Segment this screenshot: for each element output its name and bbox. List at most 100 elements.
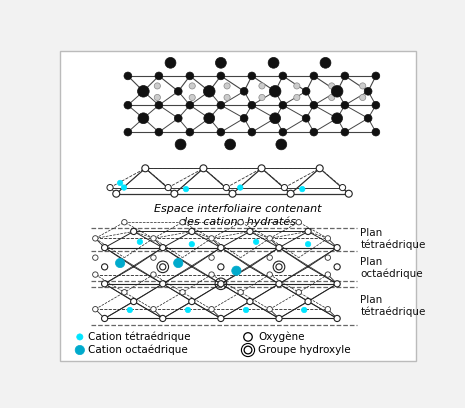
Circle shape: [121, 185, 126, 190]
Circle shape: [124, 101, 132, 109]
Circle shape: [279, 72, 287, 80]
Circle shape: [218, 281, 224, 287]
Circle shape: [107, 184, 113, 191]
Circle shape: [329, 94, 335, 100]
Circle shape: [359, 94, 366, 100]
Circle shape: [217, 72, 225, 80]
Circle shape: [155, 101, 163, 109]
Circle shape: [294, 94, 300, 100]
Circle shape: [171, 190, 178, 197]
Circle shape: [124, 128, 132, 136]
Circle shape: [320, 58, 331, 68]
Circle shape: [325, 236, 331, 241]
Circle shape: [93, 306, 98, 312]
Circle shape: [310, 101, 318, 109]
Circle shape: [364, 87, 372, 95]
Circle shape: [138, 86, 149, 97]
Circle shape: [173, 258, 183, 268]
Circle shape: [364, 114, 372, 122]
Circle shape: [276, 281, 282, 287]
Circle shape: [124, 72, 132, 80]
Circle shape: [276, 139, 287, 150]
Circle shape: [138, 113, 149, 124]
Circle shape: [259, 83, 265, 89]
Text: Oxygène: Oxygène: [258, 332, 305, 342]
Circle shape: [209, 236, 214, 241]
Circle shape: [204, 113, 215, 124]
Circle shape: [372, 128, 380, 136]
Circle shape: [359, 83, 366, 89]
Circle shape: [101, 281, 108, 287]
Circle shape: [325, 255, 331, 260]
Circle shape: [331, 86, 343, 97]
Circle shape: [122, 290, 127, 295]
Circle shape: [372, 101, 380, 109]
Circle shape: [75, 346, 85, 355]
Circle shape: [296, 290, 301, 295]
Circle shape: [238, 185, 243, 190]
Circle shape: [165, 184, 171, 191]
Circle shape: [200, 165, 207, 172]
Circle shape: [258, 165, 265, 172]
Circle shape: [334, 315, 340, 322]
Circle shape: [101, 264, 108, 270]
Circle shape: [218, 264, 224, 270]
Circle shape: [155, 128, 163, 136]
Circle shape: [334, 244, 340, 251]
Circle shape: [101, 315, 108, 322]
Text: Plan
octaédrique: Plan octaédrique: [360, 257, 423, 279]
Circle shape: [267, 255, 272, 260]
Circle shape: [294, 83, 300, 89]
Circle shape: [186, 101, 194, 109]
Circle shape: [334, 281, 340, 287]
Circle shape: [159, 281, 166, 287]
Circle shape: [253, 239, 259, 244]
Circle shape: [165, 58, 176, 68]
Circle shape: [345, 190, 352, 197]
Circle shape: [186, 128, 194, 136]
Circle shape: [240, 87, 248, 95]
Circle shape: [159, 264, 166, 270]
Circle shape: [209, 255, 214, 260]
Circle shape: [296, 220, 301, 225]
Circle shape: [248, 72, 256, 80]
Circle shape: [151, 272, 156, 277]
Circle shape: [154, 83, 160, 89]
Circle shape: [217, 101, 225, 109]
Circle shape: [183, 186, 189, 192]
Circle shape: [238, 290, 243, 295]
Circle shape: [209, 272, 214, 277]
Circle shape: [225, 139, 236, 150]
Circle shape: [329, 83, 335, 89]
Circle shape: [189, 94, 195, 100]
Circle shape: [281, 184, 287, 191]
Circle shape: [267, 272, 272, 277]
Circle shape: [240, 114, 248, 122]
Circle shape: [325, 272, 331, 277]
Text: Groupe hydroxyle: Groupe hydroxyle: [258, 345, 351, 355]
Circle shape: [217, 128, 225, 136]
Circle shape: [174, 87, 182, 95]
Circle shape: [267, 236, 272, 241]
Circle shape: [305, 228, 311, 235]
Circle shape: [189, 228, 195, 235]
Circle shape: [218, 315, 224, 322]
Circle shape: [372, 72, 380, 80]
Circle shape: [93, 272, 98, 277]
Circle shape: [279, 128, 287, 136]
Circle shape: [142, 165, 149, 172]
Circle shape: [248, 101, 256, 109]
Circle shape: [279, 101, 287, 109]
Circle shape: [223, 184, 229, 191]
Circle shape: [159, 244, 166, 251]
Circle shape: [189, 83, 195, 89]
Circle shape: [151, 236, 156, 241]
Circle shape: [151, 306, 156, 312]
Circle shape: [229, 190, 236, 197]
Circle shape: [127, 307, 133, 313]
Circle shape: [341, 72, 349, 80]
Circle shape: [180, 290, 185, 295]
Circle shape: [247, 298, 253, 305]
Circle shape: [310, 72, 318, 80]
Circle shape: [316, 165, 323, 172]
